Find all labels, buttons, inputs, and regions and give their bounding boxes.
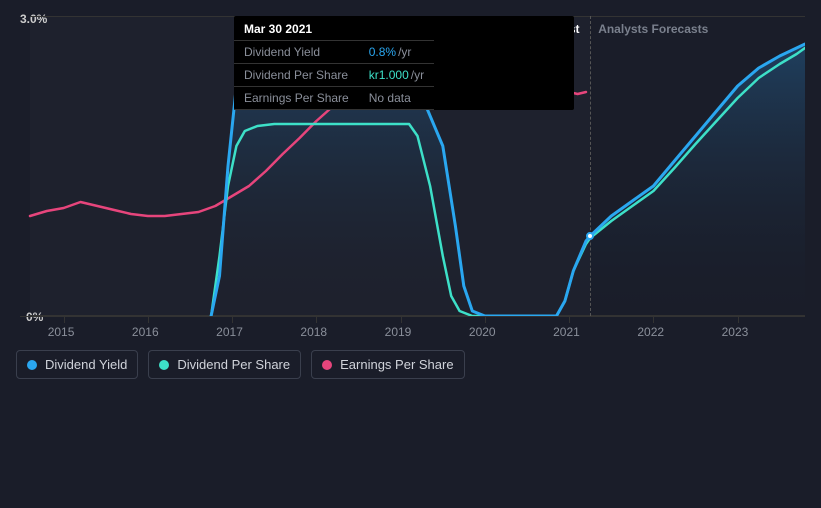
- forecast-region-label: Analysts Forecasts: [598, 22, 708, 36]
- x-axis-tick: 2018: [316, 317, 317, 323]
- tooltip-metric-label: Dividend Per Share: [234, 64, 359, 87]
- legend-item-dividend_yield[interactable]: Dividend Yield: [16, 350, 138, 379]
- legend-swatch-icon: [322, 360, 332, 370]
- x-axis-tick: 2017: [232, 317, 233, 323]
- tooltip-date: Mar 30 2021: [234, 16, 434, 41]
- x-axis-tick: 2023: [738, 317, 739, 323]
- tooltip-row: Dividend Yield0.8%/yr: [234, 41, 434, 64]
- x-axis-tick: 2021: [569, 317, 570, 323]
- legend-swatch-icon: [27, 360, 37, 370]
- hover-tooltip: Mar 30 2021 Dividend Yield0.8%/yrDividen…: [234, 16, 574, 110]
- x-axis-tick-label: 2019: [385, 325, 412, 339]
- chart-container: Mar 30 2021 Dividend Yield0.8%/yrDividen…: [0, 0, 821, 340]
- hover-marker: [586, 232, 594, 240]
- legend-item-earnings_per_share[interactable]: Earnings Per Share: [311, 350, 464, 379]
- legend-item-dividend_per_share[interactable]: Dividend Per Share: [148, 350, 301, 379]
- x-axis-tick: 2016: [148, 317, 149, 323]
- x-axis-tick-label: 2017: [216, 325, 243, 339]
- x-axis-tick-label: 2022: [637, 325, 664, 339]
- tooltip-row: Dividend Per Sharekr1.000/yr: [234, 64, 434, 87]
- legend-item-label: Earnings Per Share: [340, 357, 453, 372]
- x-axis-tick: 2019: [401, 317, 402, 323]
- x-axis-tick-label: 2020: [469, 325, 496, 339]
- x-axis-tick-label: 2015: [48, 325, 75, 339]
- x-axis-tick: 2022: [653, 317, 654, 323]
- x-axis-tick-label: 2016: [132, 325, 159, 339]
- x-axis-tick-label: 2018: [300, 325, 327, 339]
- x-axis-tick: 2020: [485, 317, 486, 323]
- legend-swatch-icon: [159, 360, 169, 370]
- x-axis-tick-label: 2021: [553, 325, 580, 339]
- tooltip-metric-value: 0.8%/yr: [359, 41, 434, 64]
- x-axis-tick-label: 2023: [722, 325, 749, 339]
- x-axis-tick: 2015: [64, 317, 65, 323]
- tooltip-metric-label: Dividend Yield: [234, 41, 359, 64]
- tooltip-metric-value: kr1.000/yr: [359, 64, 434, 87]
- chart-legend: Dividend Yield Dividend Per Share Earnings…: [0, 340, 821, 395]
- legend-item-label: Dividend Yield: [45, 357, 127, 372]
- tooltip-metric-label: Earnings Per Share: [234, 87, 359, 110]
- legend-item-label: Dividend Per Share: [177, 357, 290, 372]
- tooltip-metric-value: No data: [359, 87, 434, 110]
- tooltip-row: Earnings Per ShareNo data: [234, 87, 434, 110]
- hover-guideline: [590, 16, 591, 316]
- x-axis: 2015 2016 2017 2018 2019 2020 2021 2022 2023: [20, 316, 805, 340]
